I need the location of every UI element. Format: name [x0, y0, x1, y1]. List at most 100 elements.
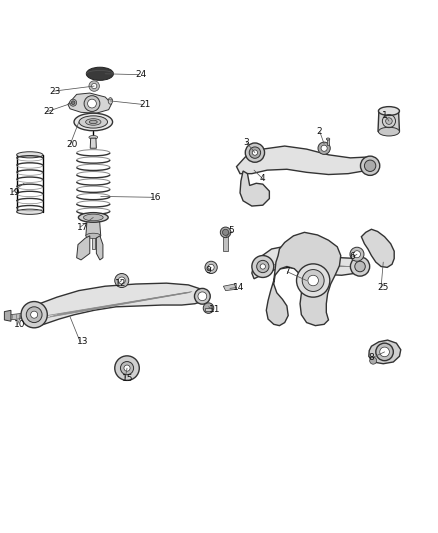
Circle shape: [223, 229, 229, 236]
Circle shape: [302, 270, 324, 292]
Polygon shape: [10, 312, 31, 320]
Circle shape: [260, 264, 265, 269]
Text: 22: 22: [43, 107, 54, 116]
Text: 13: 13: [77, 337, 88, 346]
Circle shape: [84, 96, 100, 111]
Circle shape: [364, 160, 376, 172]
Circle shape: [249, 147, 261, 158]
Ellipse shape: [74, 113, 113, 131]
Polygon shape: [77, 236, 90, 260]
Circle shape: [353, 251, 360, 258]
Circle shape: [92, 84, 97, 88]
Circle shape: [297, 264, 330, 297]
Ellipse shape: [85, 119, 101, 125]
Circle shape: [115, 356, 139, 381]
Circle shape: [252, 255, 274, 278]
Polygon shape: [205, 308, 212, 311]
Text: 25: 25: [378, 283, 389, 292]
Polygon shape: [369, 340, 401, 364]
Ellipse shape: [83, 214, 103, 221]
Polygon shape: [237, 146, 374, 174]
Text: 15: 15: [122, 374, 133, 383]
Circle shape: [21, 302, 47, 328]
Circle shape: [355, 261, 365, 272]
Text: 4: 4: [259, 174, 265, 183]
Circle shape: [376, 343, 393, 361]
Text: 1: 1: [382, 111, 388, 120]
Text: 5: 5: [229, 226, 234, 235]
Polygon shape: [96, 236, 103, 260]
Text: 20: 20: [67, 140, 78, 149]
Polygon shape: [327, 140, 329, 145]
Circle shape: [71, 101, 75, 104]
Text: 10: 10: [14, 320, 25, 329]
Circle shape: [194, 288, 210, 304]
Polygon shape: [90, 138, 96, 148]
Polygon shape: [223, 233, 228, 251]
Circle shape: [31, 311, 38, 318]
Circle shape: [120, 361, 134, 375]
Text: 19: 19: [9, 188, 20, 197]
Ellipse shape: [385, 118, 392, 124]
Ellipse shape: [17, 152, 43, 158]
Text: 24: 24: [135, 70, 146, 79]
Text: 16: 16: [150, 193, 161, 202]
Polygon shape: [378, 111, 399, 132]
Circle shape: [115, 273, 129, 287]
Circle shape: [203, 303, 214, 313]
Text: 23: 23: [49, 87, 60, 96]
Text: 17: 17: [77, 223, 88, 231]
Ellipse shape: [86, 67, 113, 80]
Circle shape: [70, 99, 77, 106]
Text: 3: 3: [243, 138, 249, 147]
Text: 2: 2: [316, 127, 322, 136]
Ellipse shape: [89, 135, 98, 139]
Ellipse shape: [326, 138, 330, 140]
Circle shape: [321, 145, 327, 151]
Ellipse shape: [378, 107, 399, 115]
Circle shape: [124, 365, 130, 371]
Polygon shape: [361, 229, 394, 268]
Circle shape: [252, 150, 258, 155]
Text: 14: 14: [233, 283, 244, 292]
Text: 12: 12: [115, 279, 126, 288]
Text: 7: 7: [284, 267, 290, 276]
Polygon shape: [88, 215, 98, 233]
Text: 11: 11: [209, 305, 221, 314]
Circle shape: [220, 227, 231, 238]
Text: 6: 6: [350, 252, 355, 261]
Circle shape: [245, 143, 265, 162]
Polygon shape: [252, 246, 366, 279]
Circle shape: [350, 247, 364, 261]
Polygon shape: [4, 310, 11, 321]
Ellipse shape: [89, 120, 97, 124]
Ellipse shape: [86, 233, 101, 238]
Circle shape: [318, 142, 330, 155]
Circle shape: [360, 156, 380, 175]
Ellipse shape: [17, 209, 43, 214]
Circle shape: [208, 264, 214, 270]
Polygon shape: [266, 232, 341, 326]
Circle shape: [118, 277, 125, 284]
Polygon shape: [92, 233, 95, 249]
Text: 8: 8: [369, 353, 374, 362]
Polygon shape: [26, 283, 205, 327]
Polygon shape: [86, 219, 101, 236]
Polygon shape: [223, 284, 237, 290]
Ellipse shape: [108, 98, 113, 104]
Text: 9: 9: [205, 265, 211, 274]
Ellipse shape: [79, 116, 107, 128]
Circle shape: [308, 275, 318, 286]
Ellipse shape: [78, 213, 108, 222]
Ellipse shape: [378, 127, 399, 136]
Circle shape: [370, 357, 377, 364]
Circle shape: [380, 347, 389, 357]
Circle shape: [205, 261, 217, 273]
Circle shape: [26, 307, 42, 322]
Circle shape: [89, 81, 99, 91]
Circle shape: [88, 99, 96, 108]
Polygon shape: [240, 171, 269, 206]
Circle shape: [350, 257, 370, 276]
Circle shape: [257, 260, 269, 273]
Text: 21: 21: [139, 100, 151, 109]
